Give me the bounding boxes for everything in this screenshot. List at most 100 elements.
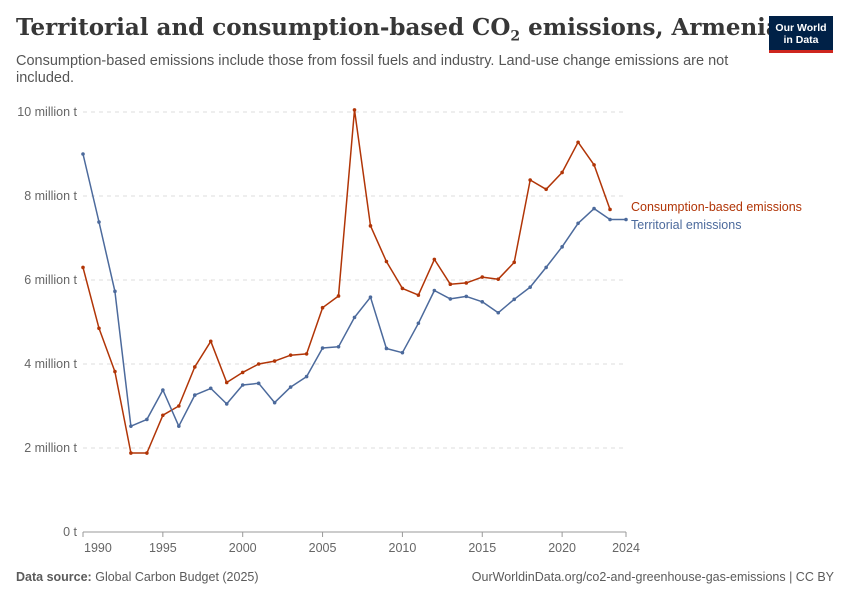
data-point: [624, 217, 628, 222]
data-point: [560, 245, 564, 249]
chart-title: Territorial and consumption-based CO2 em…: [16, 14, 781, 45]
data-point: [272, 359, 277, 363]
data-point: [592, 163, 596, 167]
chart-subtitle: Consumption-based emissions include thos…: [16, 53, 729, 86]
series-line: [82, 109, 611, 454]
data-point: [560, 170, 564, 175]
data-point: [81, 265, 85, 270]
data-point: [496, 277, 501, 281]
data-point: [496, 310, 501, 315]
y-tick-label: 2 million t: [24, 441, 77, 455]
data-point: [368, 295, 373, 300]
data-point: [288, 353, 293, 357]
data-point: [240, 383, 245, 387]
data-point: [432, 257, 437, 262]
data-point: [608, 207, 612, 212]
data-point: [97, 220, 101, 224]
data-point: [129, 451, 133, 455]
data-point: [448, 297, 453, 301]
data-point: [192, 365, 197, 369]
data-point: [304, 352, 309, 356]
data-point: [544, 265, 548, 270]
data-point: [161, 413, 165, 418]
x-tick-label: 2015: [468, 541, 496, 555]
data-point: [512, 260, 517, 265]
x-tick-label: 2000: [229, 541, 257, 555]
logo-line-2: in Data: [783, 34, 819, 46]
data-point: [384, 259, 389, 264]
data-point: [81, 152, 85, 156]
title-subscript: 2: [510, 28, 521, 45]
data-point: [145, 451, 149, 455]
data-point: [224, 402, 229, 406]
data-point: [113, 369, 117, 374]
x-tick-label: 1990: [84, 541, 112, 555]
data-point: [416, 321, 421, 326]
data-point: [592, 206, 596, 211]
data-point: [336, 294, 341, 298]
data-point: [544, 187, 548, 192]
data-point: [576, 140, 580, 145]
x-tick-label: 1995: [149, 541, 177, 555]
data-point: [416, 293, 421, 297]
data-point: [208, 386, 213, 391]
data-point: [352, 315, 357, 320]
data-point: [177, 424, 181, 428]
x-tick-label: 2005: [309, 541, 337, 555]
footer-url[interactable]: OurWorldinData.org/co2-and-greenhouse-ga…: [471, 570, 834, 584]
series-labels: Consumption-based emissions Territorial e…: [631, 200, 802, 232]
y-tick-label: 0 t: [63, 525, 77, 539]
series-line: [82, 153, 626, 427]
source-label: Data source:: [16, 570, 92, 584]
data-point: [272, 400, 277, 405]
gridlines: [83, 111, 626, 533]
data-point: [528, 178, 532, 182]
data-point: [608, 217, 612, 222]
data-point: [480, 300, 485, 304]
data-point: [512, 297, 517, 302]
data-point: [288, 385, 293, 389]
x-tick-label: 2010: [389, 541, 417, 555]
series-group: [81, 108, 628, 455]
series-label: Consumption-based emissions: [631, 200, 802, 214]
logo-line-1: Our World: [775, 22, 827, 34]
data-point: [400, 350, 405, 355]
data-point: [304, 374, 309, 379]
data-point: [177, 404, 181, 408]
data-point: [432, 288, 437, 293]
x-axis: 1990 1995 2000 2005 2010 2015 2020 2024: [82, 532, 640, 555]
data-point: [256, 362, 261, 366]
footer-source: Data source: Global Carbon Budget (2025): [16, 570, 259, 584]
data-point: [97, 326, 101, 331]
y-tick-label: 6 million t: [24, 273, 77, 287]
data-point: [320, 305, 325, 310]
data-point: [129, 424, 133, 428]
data-point: [464, 281, 469, 285]
y-tick-label: 8 million t: [24, 189, 77, 203]
data-point: [400, 286, 405, 291]
data-point: [368, 224, 373, 228]
y-tick-label: 10 million t: [17, 105, 77, 119]
x-tick-label: 2024: [612, 541, 640, 555]
series-label: Territorial emissions: [631, 218, 741, 232]
data-point: [208, 339, 213, 344]
data-point: [161, 388, 165, 392]
data-point: [336, 344, 341, 349]
data-point: [145, 417, 149, 422]
data-point: [384, 346, 389, 351]
data-point: [576, 221, 580, 226]
data-point: [464, 294, 469, 299]
x-tick-label: 2020: [548, 541, 576, 555]
data-point: [240, 370, 245, 375]
data-point: [448, 282, 453, 287]
owid-logo[interactable]: Our World in Data: [769, 16, 833, 53]
data-point: [224, 380, 229, 385]
y-axis: 0 t 2 million t 4 million t 6 million t 8 mi…: [17, 105, 77, 539]
y-tick-label: 4 million t: [24, 357, 77, 371]
data-point: [113, 289, 117, 294]
data-point: [192, 393, 197, 397]
data-point: [320, 346, 325, 350]
source-link[interactable]: Global Carbon Budget (2025): [95, 570, 259, 584]
data-point: [352, 108, 357, 112]
